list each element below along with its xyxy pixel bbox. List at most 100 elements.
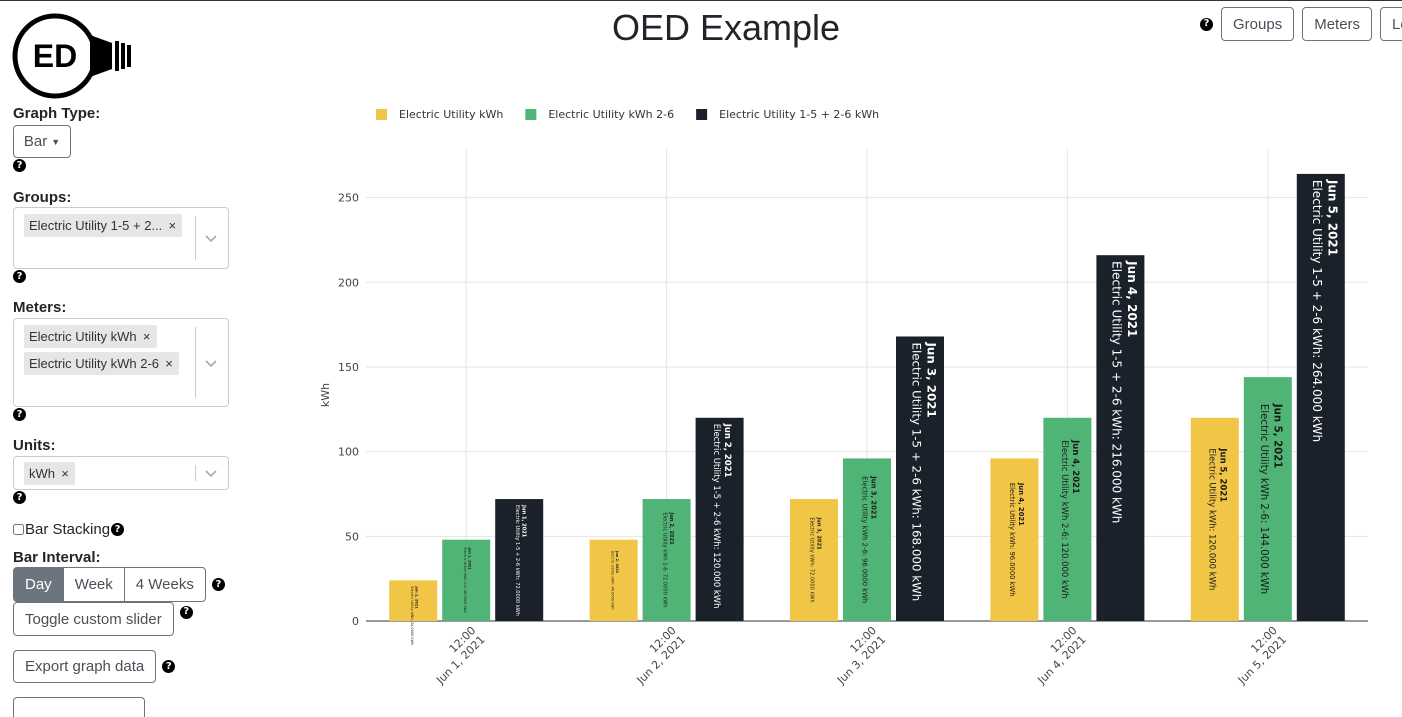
bar [1243, 377, 1292, 621]
chevron-down-icon[interactable] [204, 356, 218, 370]
help-icon[interactable]: ? [1200, 17, 1213, 31]
bar-value-label: Electric Utility 1-5 + 2-6 kWh: 120.000 … [712, 424, 722, 609]
select-separator [195, 216, 196, 260]
log-in-button[interactable]: Log [1380, 7, 1402, 41]
remove-chip-icon[interactable]: × [142, 329, 151, 344]
legend-label: Electric Utility kWh 2-6 [548, 108, 674, 121]
bar-date-label: Jun 1, 2021 [414, 585, 418, 609]
y-tick-label: 50 [345, 530, 359, 543]
bar-date-label: Jun 1, 2021 [467, 547, 471, 571]
bar-date-label: Jun 1, 2021 [521, 504, 527, 538]
chevron-down-icon[interactable] [204, 231, 218, 245]
export-graph-data-button[interactable]: Export graph data [13, 650, 157, 683]
bar-interval-help-icon[interactable]: ? [211, 578, 225, 591]
bar [1190, 417, 1239, 621]
remove-chip-icon[interactable]: × [165, 356, 173, 371]
bar-date-label: Jun 5, 2021 [1326, 179, 1340, 256]
bar-value-label: Electric Utility 1-5 + 2-6 kWh: 168.000 … [909, 342, 923, 601]
legend-item: Electric Utility kWh [376, 108, 503, 121]
oed-logo: ED [12, 13, 131, 99]
remove-chip-icon[interactable]: × [168, 218, 177, 233]
meter-chip: Electric Utility kWh × [24, 325, 157, 348]
interval-day-button[interactable]: Day [13, 567, 64, 602]
units-label: Units: [13, 437, 56, 454]
slider-help-icon[interactable]: ? [179, 605, 193, 619]
bar-date-label: Jun 3, 2021 [815, 516, 821, 550]
bar-value-label: Electric Utility kWh 2-6: 96.0000 kWh [861, 476, 869, 603]
bar-value-label: Electric Utility kWh 2-6: 48.0000 kWh [463, 548, 467, 614]
remove-chip-icon[interactable]: × [61, 466, 69, 481]
bar-date-label: Jun 2, 2021 [723, 423, 733, 478]
bar [790, 499, 838, 621]
toggle-custom-slider-button[interactable]: Toggle custom slider [13, 602, 174, 636]
units-select[interactable]: kWh × [13, 456, 229, 490]
groups-button[interactable]: Groups [1221, 7, 1295, 41]
bar [843, 458, 891, 621]
graph-type-dropdown[interactable]: Bar ▼ [13, 125, 71, 158]
logo-text: ED [33, 38, 77, 74]
bar-value-label: Electric Utility kWh: 120.000 kWh [1207, 448, 1217, 590]
groups-select[interactable]: Electric Utility 1-5 + 2... × [13, 207, 229, 269]
legend-item: Electric Utility 1-5 + 2-6 kWh [696, 108, 879, 121]
bar-value-label: Electric Utility kWh: 96.0000 kWh [1008, 483, 1016, 597]
y-tick-label: 100 [338, 446, 359, 459]
bar-date-label: Jun 4, 2021 [1071, 439, 1081, 494]
graph-type-help-icon[interactable]: ? [13, 159, 26, 172]
bar [1096, 255, 1145, 621]
bar-value-label: Electric Utility kWh: 24.0000 kWh [410, 586, 414, 645]
bar-value-label: Electric Utility kWh 2-6: 72.0000 kWh [661, 512, 667, 607]
bar [642, 499, 691, 621]
bar-stacking-help-icon[interactable]: ? [111, 523, 125, 536]
cut-off-button[interactable] [13, 697, 145, 717]
groups-label: Groups: [13, 189, 72, 206]
units-help-icon[interactable]: ? [13, 491, 26, 504]
unit-chip-label: kWh [29, 466, 55, 481]
group-chip: Electric Utility 1-5 + 2... × [24, 214, 183, 237]
legend-label: Electric Utility 1-5 + 2-6 kWh [719, 108, 879, 121]
bar-date-label: Jun 3, 2021 [869, 475, 877, 519]
bar-interval-group: Day Week 4 Weeks [13, 567, 206, 602]
graph-type-value: Bar [23, 133, 48, 150]
caret-down-icon: ▼ [51, 136, 61, 147]
bar [1043, 417, 1092, 621]
bar-value-label: Electric Utility kWh 2-6: 120.000 kWh [1060, 440, 1070, 598]
export-row: Export graph data ? [13, 650, 176, 683]
bar-date-label: Jun 5, 2021 [1218, 447, 1228, 502]
bar-stacking-checkbox[interactable] [13, 524, 24, 535]
export-help-icon[interactable]: ? [162, 660, 176, 673]
interval-week-button[interactable]: Week [62, 567, 125, 602]
legend-swatch [525, 109, 537, 120]
meter-chip: Electric Utility kWh 2-6 × [24, 352, 180, 375]
bar [990, 458, 1039, 621]
y-axis-label: kWh [319, 383, 332, 407]
legend-item: Electric Utility kWh 2-6 [525, 108, 674, 121]
bar-date-label: Jun 5, 2021 [1271, 403, 1282, 469]
meters-button[interactable]: Meters [1302, 7, 1373, 41]
bar-date-label: Jun 3, 2021 [925, 341, 939, 417]
bar-value-label: Electric Utility 1-5 + 2-6 kWh: 216.000 … [1110, 261, 1124, 523]
bar [495, 499, 544, 621]
groups-help-icon[interactable]: ? [13, 270, 26, 283]
interval-4-weeks-button[interactable]: 4 Weeks [123, 567, 206, 602]
legend-swatch [696, 109, 708, 120]
chevron-down-icon[interactable] [204, 466, 218, 480]
meters-help-icon[interactable]: ? [13, 408, 26, 421]
meters-select[interactable]: Electric Utility kWh × Electric Utility … [13, 318, 229, 407]
bar-interval-row: Day Week 4 Weeks ? [13, 567, 225, 602]
graph-type-label: Graph Type: [13, 105, 101, 122]
y-tick-label: 250 [338, 192, 359, 205]
bar-value-label: Electric Utility kWh 2-6: 144.000 kWh [1258, 404, 1269, 594]
meters-label: Meters: [13, 299, 67, 316]
